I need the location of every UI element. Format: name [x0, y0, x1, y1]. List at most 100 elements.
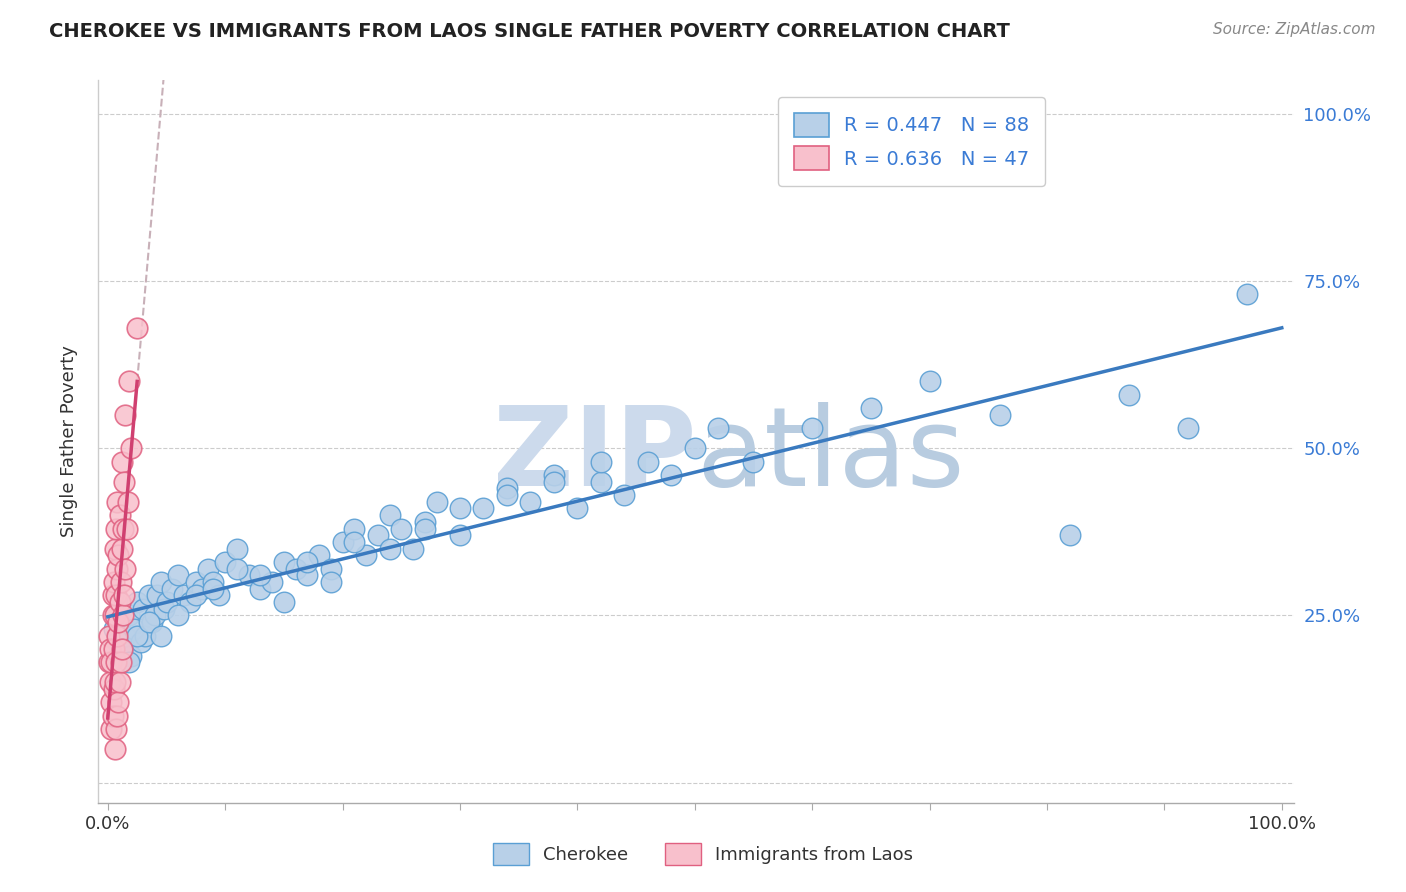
Point: [105, 628, 128, 642]
Point: [167, 608, 190, 623]
Point: [111, 455, 134, 469]
Point: [105, 521, 128, 535]
Point: [143, 608, 166, 623]
Point: [367, 528, 389, 542]
Point: [105, 655, 128, 669]
Point: [101, 589, 124, 603]
Point: [104, 541, 127, 556]
Point: [173, 589, 195, 603]
Point: [378, 541, 401, 556]
Point: [543, 475, 565, 489]
Point: [613, 488, 636, 502]
Point: [105, 708, 128, 723]
Point: [129, 635, 152, 649]
Point: [105, 723, 128, 737]
Point: [100, 696, 122, 710]
Point: [149, 628, 172, 642]
Point: [105, 589, 128, 603]
Point: [162, 582, 184, 596]
Point: [103, 681, 125, 696]
Point: [105, 635, 128, 649]
Point: [105, 562, 128, 576]
Point: [122, 622, 145, 636]
Point: [637, 455, 659, 469]
Legend: R = 0.447   N = 88, R = 0.636   N = 47: R = 0.447 N = 88, R = 0.636 N = 47: [778, 97, 1045, 186]
Text: Source: ZipAtlas.com: Source: ZipAtlas.com: [1212, 22, 1375, 37]
Point: [262, 575, 284, 590]
Point: [101, 708, 124, 723]
Point: [214, 555, 236, 569]
Point: [918, 375, 941, 389]
Point: [120, 648, 142, 663]
Point: [118, 655, 141, 669]
Point: [112, 475, 135, 489]
Point: [1118, 387, 1140, 401]
Point: [108, 595, 131, 609]
Point: [112, 521, 135, 535]
Point: [707, 421, 730, 435]
Point: [127, 320, 149, 334]
Text: ZIP: ZIP: [492, 402, 696, 509]
Point: [659, 467, 682, 482]
Point: [114, 628, 136, 642]
Legend: Cherokee, Immigrants from Laos: Cherokee, Immigrants from Laos: [485, 836, 921, 872]
Point: [127, 628, 149, 642]
Point: [319, 562, 342, 576]
Point: [226, 562, 249, 576]
Point: [449, 528, 471, 542]
Point: [249, 582, 271, 596]
Point: [107, 696, 129, 710]
Point: [343, 521, 366, 535]
Point: [111, 541, 134, 556]
Point: [184, 589, 207, 603]
Point: [1236, 287, 1258, 301]
Point: [112, 589, 135, 603]
Point: [543, 467, 565, 482]
Point: [226, 541, 249, 556]
Point: [273, 595, 295, 609]
Point: [472, 501, 495, 516]
Point: [117, 494, 139, 508]
Point: [114, 408, 136, 422]
Point: [179, 595, 201, 609]
Point: [202, 582, 225, 596]
Point: [112, 608, 135, 623]
Point: [801, 421, 824, 435]
Point: [101, 608, 124, 623]
Point: [1177, 421, 1199, 435]
Point: [308, 548, 330, 563]
Point: [105, 494, 128, 508]
Point: [273, 555, 295, 569]
Point: [202, 575, 225, 590]
Point: [413, 521, 436, 535]
Point: [343, 534, 366, 549]
Point: [110, 655, 132, 669]
Point: [138, 589, 160, 603]
Point: [107, 548, 129, 563]
Point: [108, 508, 131, 523]
Point: [402, 541, 425, 556]
Point: [100, 723, 122, 737]
Point: [110, 575, 132, 590]
Point: [153, 602, 176, 616]
Point: [141, 615, 163, 630]
Point: [413, 515, 436, 529]
Point: [115, 521, 138, 535]
Point: [297, 568, 319, 582]
Point: [190, 582, 212, 596]
Point: [149, 575, 172, 590]
Point: [378, 508, 401, 523]
Point: [103, 575, 125, 590]
Y-axis label: Single Father Poverty: Single Father Poverty: [59, 345, 77, 538]
Point: [742, 455, 765, 469]
Point: [108, 675, 131, 690]
Point: [284, 562, 307, 576]
Point: [107, 615, 129, 630]
Point: [297, 555, 319, 569]
Point: [496, 482, 519, 496]
Point: [98, 628, 121, 642]
Point: [114, 562, 136, 576]
Point: [104, 675, 127, 690]
Point: [100, 655, 122, 669]
Text: atlas: atlas: [696, 402, 965, 509]
